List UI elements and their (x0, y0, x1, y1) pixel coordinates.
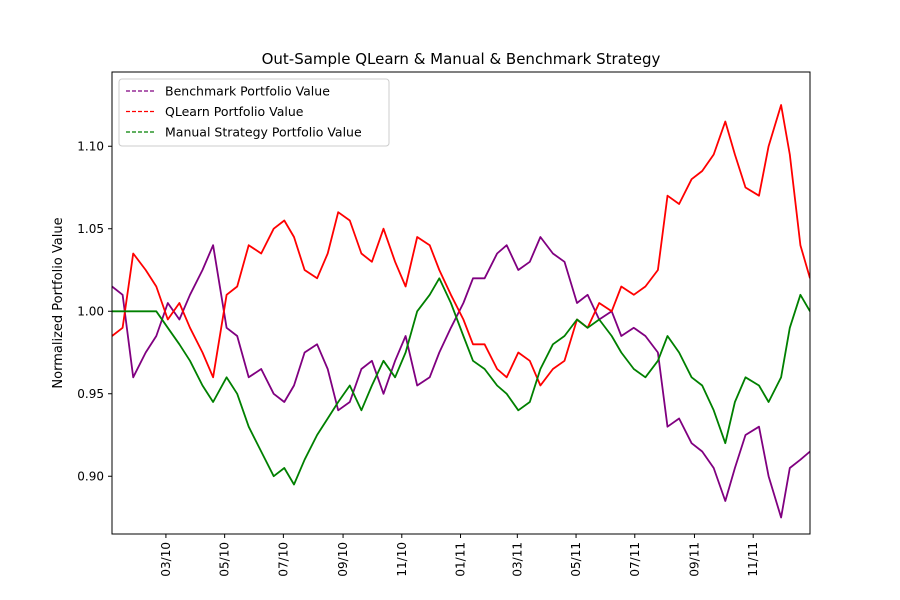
series-layer (112, 104, 810, 519)
series-line-1 (112, 104, 810, 387)
y-tick-label: 1.10 (77, 139, 104, 153)
x-axis: 03/10 05/10 07/10 09/10 11/10 01/11 03/11 05/11… (159, 534, 760, 577)
x-tick-label: 05/11 (569, 542, 583, 577)
y-tick-label: 1.05 (77, 222, 104, 236)
legend-label: Benchmark Portfolio Value (165, 84, 330, 99)
series-line-2 (112, 277, 810, 486)
x-tick-label: 01/11 (454, 542, 468, 577)
x-tick-label: 09/11 (687, 542, 701, 577)
y-axis-label: Normalized Portfolio Value (51, 217, 66, 388)
legend-box (118, 78, 390, 147)
x-tick-label: 03/11 (510, 542, 524, 577)
y-tick-label: 1.00 (77, 304, 104, 318)
series-line-0 (112, 236, 810, 519)
x-tick-label: 03/10 (159, 542, 173, 577)
legend-label: Manual Strategy Portfolio Value (165, 125, 362, 140)
legend-label: QLearn Portfolio Value (165, 104, 304, 119)
x-tick-label: 07/11 (628, 542, 642, 577)
x-tick-label: 11/11 (746, 542, 760, 577)
chart-title: Out-Sample QLearn & Manual & Benchmark S… (262, 50, 661, 68)
y-axis: 0.90 0.95 1.00 1.05 1.10 (77, 139, 112, 483)
legend: Benchmark Portfolio Value QLearn Portfoli… (118, 78, 390, 147)
x-tick-label: 07/10 (276, 542, 290, 577)
x-tick-label: 11/10 (395, 542, 409, 577)
x-tick-label: 09/10 (336, 542, 350, 577)
x-tick-label: 05/10 (218, 542, 232, 577)
y-tick-label: 0.90 (77, 469, 104, 483)
y-tick-label: 0.95 (77, 387, 104, 401)
